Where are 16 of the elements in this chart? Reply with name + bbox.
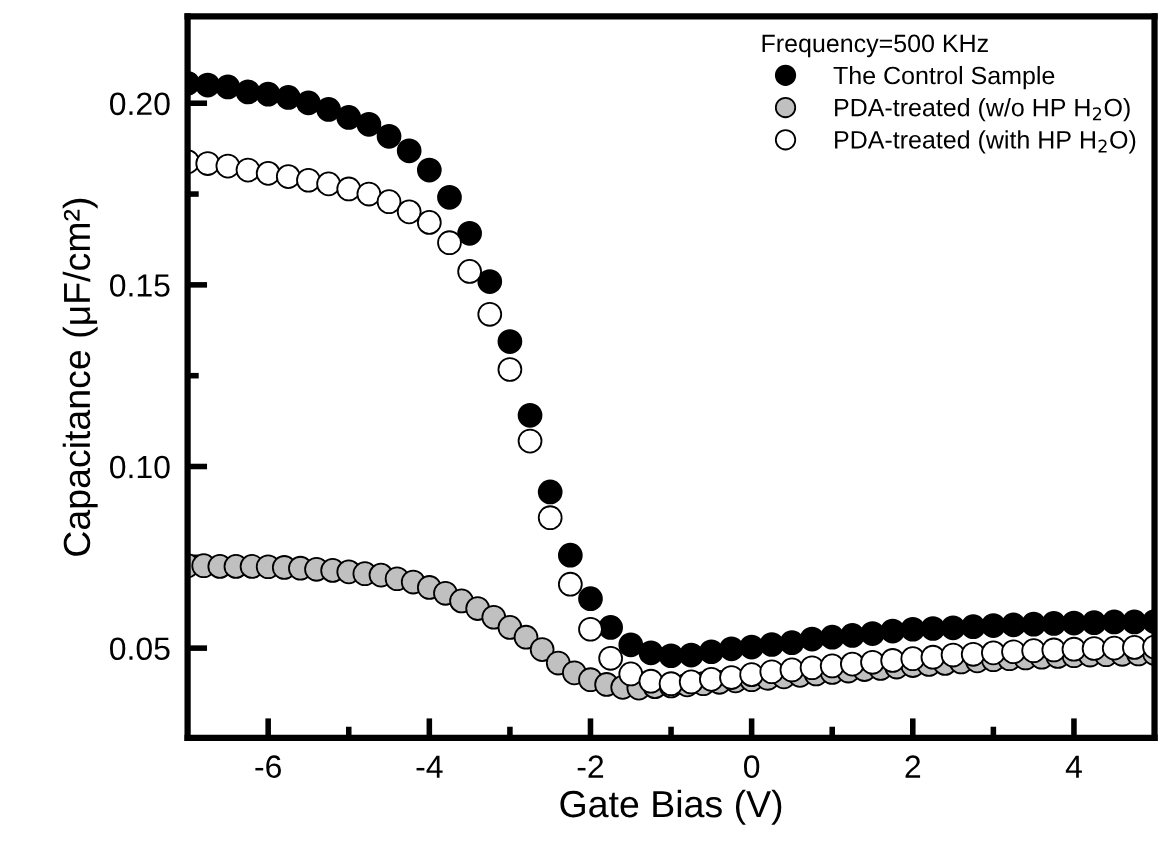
y-tick-label: 0.05 — [110, 637, 170, 661]
y-axis-title: Capacitance (μF/cm²) — [62, 198, 98, 556]
legend-label: The Control Sample — [833, 65, 1055, 90]
legend-title: Frequency=500 KHz — [762, 34, 988, 58]
legend-label: PDA-treated (w/o HP H$_{2}$O) — [835, 98, 1130, 122]
x-tick-label: 2 — [905, 755, 921, 778]
legend-label: PDA-treated (with HP H$_{2}$O) — [835, 130, 1136, 154]
y-tick-label: 0.20 — [110, 92, 170, 116]
x-tick-label: 4 — [1065, 755, 1082, 778]
x-tick-label: 0 — [744, 755, 760, 778]
x-tick-label: -6 — [255, 755, 281, 778]
x-tick-label: -4 — [416, 755, 443, 778]
y-tick-label: 0.15 — [110, 274, 170, 297]
y-tick-label: 0.10 — [110, 455, 170, 479]
x-axis-title: Gate Bias (V) — [560, 789, 782, 825]
x-tick-label: -2 — [577, 755, 604, 778]
